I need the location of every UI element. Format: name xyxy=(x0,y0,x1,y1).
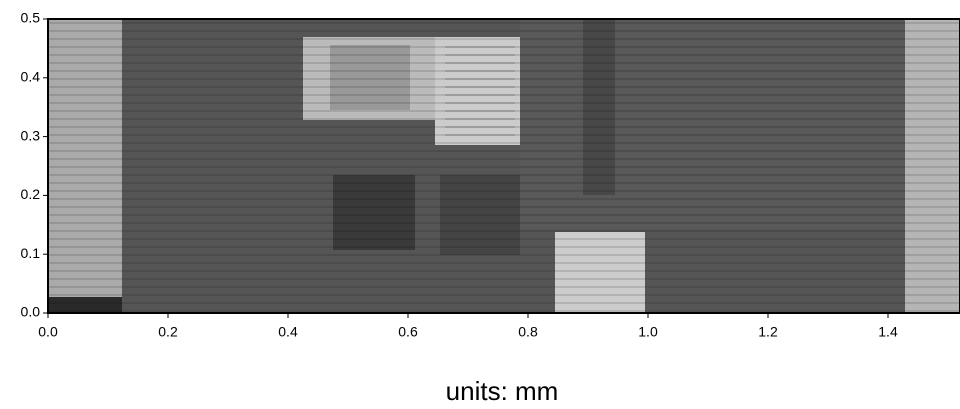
x-tick-label: 1.0 xyxy=(638,324,658,340)
y-tick-label: 0.1 xyxy=(21,245,41,261)
x-tick-label: 0.4 xyxy=(278,324,298,340)
y-tick-label: 0.2 xyxy=(21,186,41,202)
x-tick-label: 1.2 xyxy=(758,324,778,340)
x-axis-label: units: mm xyxy=(446,376,559,406)
x-tick-label: 0.6 xyxy=(398,324,418,340)
x-tick-label: 0.8 xyxy=(518,324,538,340)
y-tick-label: 0.5 xyxy=(21,10,41,26)
y-tick-label: 0.4 xyxy=(21,69,41,85)
x-tick-label: 0.2 xyxy=(158,324,178,340)
micrograph xyxy=(47,18,960,314)
x-tick-label: 0.0 xyxy=(38,324,58,340)
y-tick-label: 0.3 xyxy=(21,127,41,143)
x-tick-label: 1.4 xyxy=(878,324,898,340)
y-tick-label: 0.0 xyxy=(21,304,41,320)
